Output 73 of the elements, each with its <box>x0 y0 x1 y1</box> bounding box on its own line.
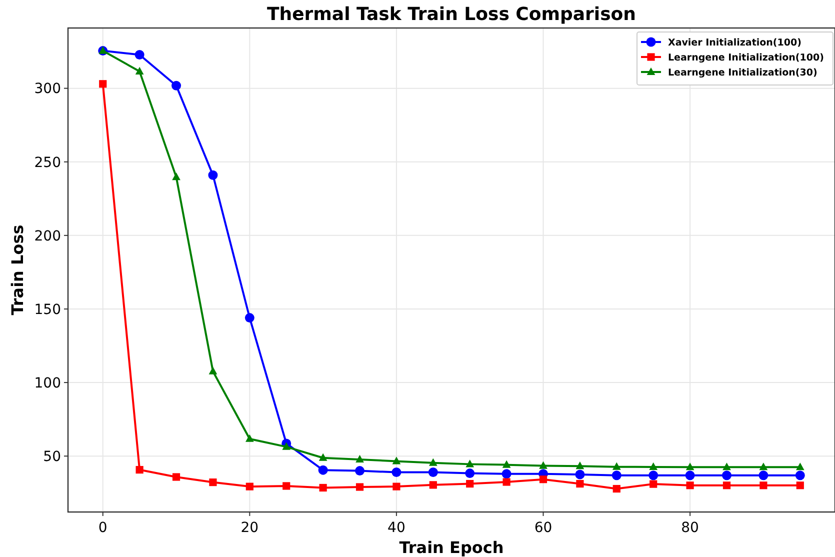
point <box>356 454 364 463</box>
point <box>466 480 474 488</box>
x-tick-label: 80 <box>681 520 699 536</box>
point <box>172 473 180 481</box>
point <box>759 462 768 470</box>
point <box>99 80 107 88</box>
y-axis-title: Train Loss <box>8 224 27 316</box>
point <box>502 460 511 468</box>
point <box>208 170 218 180</box>
y-tick-label: 50 <box>43 448 61 465</box>
point <box>136 466 144 474</box>
point <box>356 483 364 491</box>
point <box>392 482 400 490</box>
point <box>134 50 144 60</box>
point <box>392 468 402 478</box>
point <box>796 482 804 490</box>
point <box>760 482 768 490</box>
legend-label: Learngene Initialization(100) <box>668 52 824 64</box>
point <box>172 80 182 90</box>
point <box>429 481 437 489</box>
point <box>685 470 695 480</box>
point <box>428 458 438 466</box>
point <box>539 476 548 484</box>
point <box>208 366 218 374</box>
point <box>318 465 328 475</box>
y-tick-label: 100 <box>34 375 61 392</box>
point <box>686 462 694 470</box>
point <box>758 470 768 480</box>
point <box>282 442 291 450</box>
point <box>649 462 658 470</box>
point <box>392 456 401 464</box>
point <box>465 468 475 478</box>
y-tick-label: 250 <box>34 154 61 171</box>
point <box>318 453 328 461</box>
point <box>135 66 144 74</box>
point <box>246 482 254 490</box>
point <box>686 482 694 490</box>
point <box>612 462 621 470</box>
point <box>282 482 290 490</box>
point <box>355 466 365 476</box>
point <box>539 461 548 469</box>
point <box>428 468 438 478</box>
y-tick-label: 200 <box>34 228 61 244</box>
point <box>209 478 217 486</box>
x-axis-title: Train Epoch <box>399 538 504 557</box>
point <box>466 460 474 468</box>
legend-label: Learngene Initialization(30) <box>668 67 818 78</box>
x-tick-label: 40 <box>388 520 406 536</box>
point <box>722 462 731 470</box>
point <box>245 434 254 442</box>
point <box>612 470 622 480</box>
point <box>722 470 732 480</box>
point <box>722 482 731 490</box>
x-tick-label: 20 <box>240 520 259 536</box>
point <box>795 470 805 480</box>
point <box>650 480 658 488</box>
point <box>502 478 510 486</box>
x-tick-label: 0 <box>98 520 108 536</box>
point <box>648 470 658 480</box>
legend-label: Xavier Initialization(100) <box>668 37 802 48</box>
point <box>576 480 584 488</box>
x-tick-label: 60 <box>534 520 552 536</box>
point <box>575 470 585 480</box>
point <box>612 484 620 493</box>
chart-title: Thermal Task Train Loss Comparison <box>267 4 636 25</box>
point <box>502 469 512 479</box>
y-tick-label: 300 <box>34 81 61 98</box>
point <box>172 172 180 180</box>
y-tick-label: 150 <box>34 302 61 318</box>
point <box>319 484 327 492</box>
point <box>576 462 584 470</box>
point <box>796 462 804 470</box>
point <box>244 313 254 323</box>
